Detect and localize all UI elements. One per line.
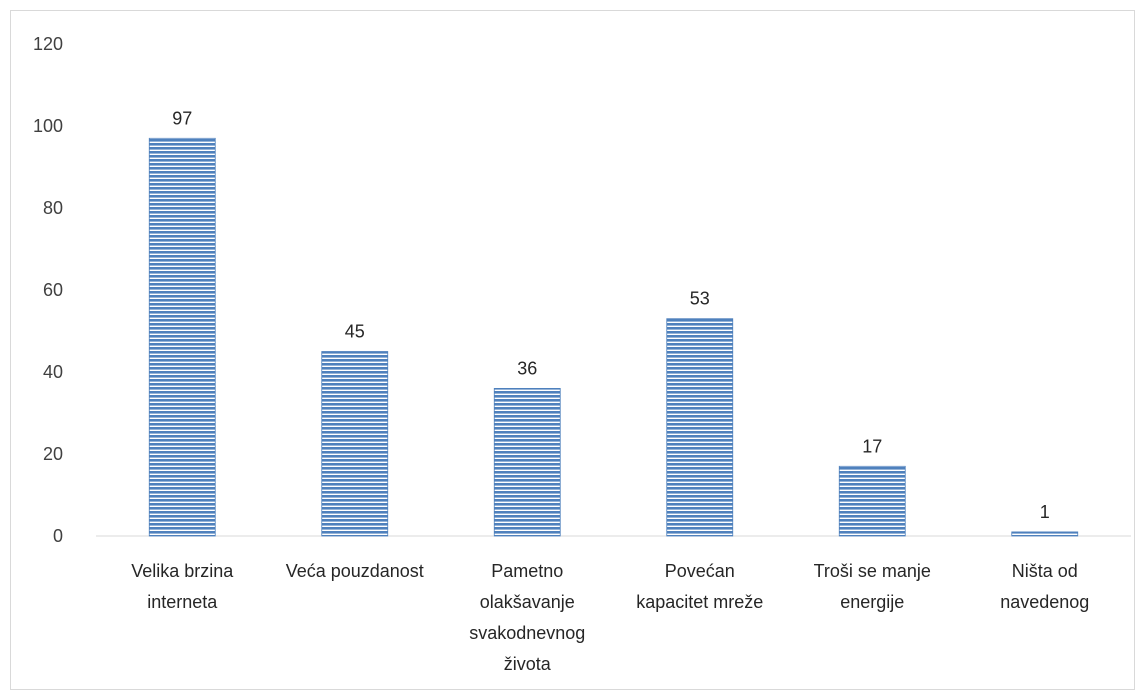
bars-group <box>148 137 1079 537</box>
category-label: svakodnevnog <box>469 623 585 643</box>
y-tick-label: 120 <box>33 34 63 54</box>
data-label: 17 <box>862 436 882 456</box>
category-label: Veća pouzdanost <box>286 561 424 581</box>
bar <box>493 387 561 537</box>
bar-chart: 0 20 40 60 80 100 120 97 45 36 53 17 1 Velika brzin… <box>33 34 1131 674</box>
data-label: 53 <box>690 289 710 309</box>
chart-frame: 0 20 40 60 80 100 120 97 45 36 53 17 1 Velika brzin… <box>10 10 1135 690</box>
category-label: energije <box>840 592 904 612</box>
category-label: Velika brzina <box>131 561 234 581</box>
y-tick-label: 100 <box>33 116 63 136</box>
category-label: Povećan <box>665 561 735 581</box>
category-label: kapacitet mreže <box>636 592 763 612</box>
category-label: olakšavanje <box>480 592 575 612</box>
category-label: Pametno <box>491 561 563 581</box>
bar <box>666 318 734 537</box>
bar <box>1011 531 1079 537</box>
category-label: interneta <box>147 592 218 612</box>
data-label: 36 <box>517 358 537 378</box>
y-tick-label: 40 <box>43 362 63 382</box>
category-labels-group: Velika brzina interneta Veća pouzdanost Pam… <box>131 561 1089 674</box>
data-label: 1 <box>1040 502 1050 522</box>
data-labels-group: 97 45 36 53 17 1 <box>172 108 1050 522</box>
y-axis-tick-labels: 0 20 40 60 80 100 120 <box>33 34 63 546</box>
category-label: navedenog <box>1000 592 1089 612</box>
bar <box>321 351 389 537</box>
bar <box>148 137 216 537</box>
data-label: 97 <box>172 108 192 128</box>
y-tick-label: 20 <box>43 444 63 464</box>
bar <box>838 465 906 537</box>
category-label: Ništa od <box>1012 561 1078 581</box>
category-label: života <box>504 654 552 674</box>
y-tick-label: 80 <box>43 198 63 218</box>
y-tick-label: 60 <box>43 280 63 300</box>
category-label: Troši se manje <box>814 561 931 581</box>
y-tick-label: 0 <box>53 526 63 546</box>
data-label: 45 <box>345 322 365 342</box>
